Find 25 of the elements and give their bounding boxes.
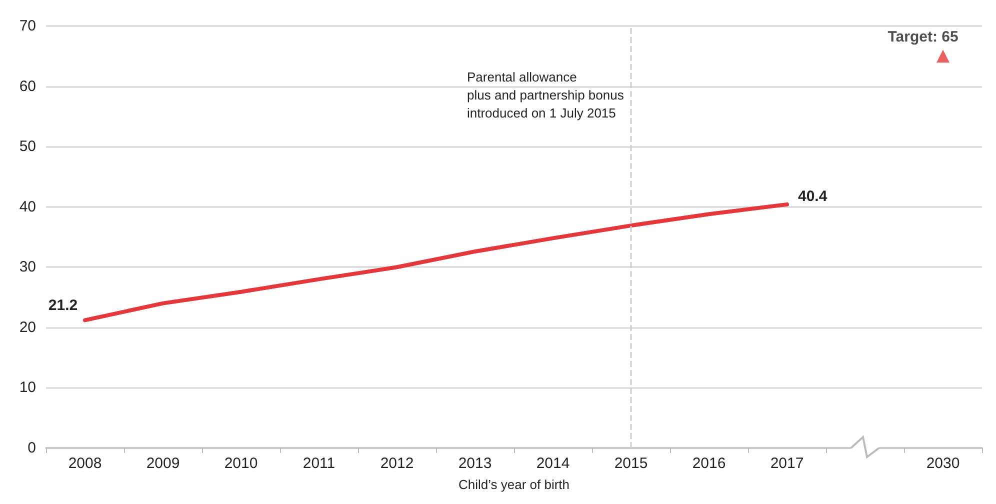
ref-line-label: Parental allowance plus and partnership bonus introduced on 1 July 2015 bbox=[467, 70, 624, 121]
y-tick-label: 70 bbox=[19, 18, 36, 34]
y-tick-label: 20 bbox=[19, 318, 36, 336]
x-tick-label: 2008 bbox=[68, 455, 102, 472]
x-tick-label: 2017 bbox=[770, 455, 804, 472]
y-tick-label: 0 bbox=[28, 440, 36, 456]
x-tick-label: 2010 bbox=[224, 455, 258, 472]
data-label: Target: 65 bbox=[888, 28, 958, 46]
x-tick-label: 2015 bbox=[614, 455, 648, 472]
x-tick-label: 2009 bbox=[146, 455, 180, 472]
x-tick-label: 2014 bbox=[536, 455, 570, 472]
x-tick-label: 2012 bbox=[380, 455, 414, 472]
y-tick-label: 50 bbox=[19, 138, 36, 156]
data-label: 40.4 bbox=[798, 188, 828, 205]
y-tick-label: 30 bbox=[19, 258, 36, 276]
x-tick-label: 2013 bbox=[458, 455, 492, 472]
data-label: 21.2 bbox=[48, 297, 78, 314]
x-tick-label: 2011 bbox=[302, 455, 336, 472]
x-axis-title: Child’s year of birth bbox=[458, 477, 570, 492]
y-tick-label: 40 bbox=[19, 198, 36, 216]
y-tick-label: 10 bbox=[19, 379, 36, 396]
line-series bbox=[83, 202, 789, 322]
y-tick-label: 60 bbox=[19, 78, 36, 95]
x-tick-label: 2016 bbox=[692, 455, 726, 472]
x-tick-label: 2030 bbox=[926, 455, 960, 472]
